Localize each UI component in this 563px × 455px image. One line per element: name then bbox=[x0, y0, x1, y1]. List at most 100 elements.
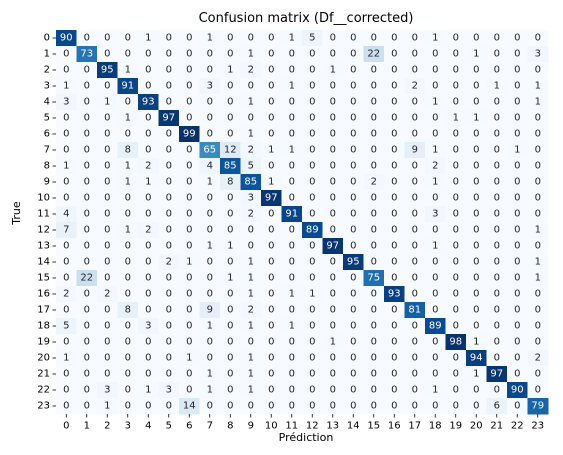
heatmap-cell-15-5 bbox=[158, 270, 180, 287]
cell-value-20-9: 1 bbox=[248, 353, 254, 364]
cell-value-16-10: 0 bbox=[268, 289, 274, 300]
cell-value-1-13: 0 bbox=[330, 49, 336, 60]
cell-value-13-23: 0 bbox=[535, 241, 541, 252]
cell-value-5-20: 1 bbox=[473, 113, 479, 124]
heatmap-cell-14-4 bbox=[138, 254, 159, 271]
heatmap-cell-15-17 bbox=[404, 270, 426, 287]
cell-value-18-8: 0 bbox=[227, 321, 233, 332]
heatmap-cell-1-0 bbox=[56, 46, 77, 63]
cell-value-12-12: 89 bbox=[306, 225, 319, 236]
heatmap-cell-18-0 bbox=[56, 318, 77, 335]
x-tick-label-11: 11 bbox=[285, 421, 298, 432]
heatmap-cell-16-12 bbox=[302, 286, 323, 303]
cell-value-15-21: 0 bbox=[494, 273, 500, 284]
heatmap-cell-19-23 bbox=[527, 334, 549, 351]
cell-value-23-23: 79 bbox=[531, 401, 544, 412]
heatmap-cell-13-11 bbox=[281, 238, 303, 255]
y-tick-label-7: 7 bbox=[44, 145, 50, 156]
heatmap-cell-4-0 bbox=[56, 94, 77, 111]
cell-value-11-3: 0 bbox=[125, 209, 131, 220]
heatmap-cell-9-18 bbox=[425, 174, 446, 191]
cell-value-4-2: 1 bbox=[104, 97, 110, 108]
cell-value-13-15: 0 bbox=[371, 241, 377, 252]
cell-value-12-22: 0 bbox=[514, 225, 520, 236]
heatmap-cell-12-15 bbox=[363, 222, 385, 239]
heatmap-cell-13-14 bbox=[343, 238, 364, 255]
heatmap-cell-6-3 bbox=[117, 126, 139, 143]
heatmap-cell-4-18 bbox=[425, 94, 446, 111]
cell-value-3-21: 1 bbox=[494, 81, 500, 92]
heatmap-cell-14-13 bbox=[322, 254, 344, 271]
cell-value-8-23: 0 bbox=[535, 161, 541, 172]
cell-value-18-14: 0 bbox=[350, 321, 356, 332]
heatmap-cell-10-17 bbox=[404, 190, 426, 207]
cell-value-4-10: 0 bbox=[268, 97, 274, 108]
heatmap-cell-14-19 bbox=[445, 254, 467, 271]
heatmap-cell-5-13 bbox=[322, 110, 344, 127]
cell-value-9-12: 0 bbox=[309, 177, 315, 188]
cell-value-7-18: 1 bbox=[432, 145, 438, 156]
heatmap-cell-11-3 bbox=[117, 206, 139, 223]
heatmap-cell-10-18 bbox=[425, 190, 446, 207]
heatmap-cell-6-21 bbox=[486, 126, 508, 143]
heatmap-cell-6-8 bbox=[220, 126, 241, 143]
heatmap-cell-10-0 bbox=[56, 190, 77, 207]
heatmap-cell-4-4 bbox=[138, 94, 159, 111]
cell-value-3-9: 0 bbox=[248, 81, 254, 92]
cell-value-0-23: 0 bbox=[535, 33, 541, 44]
cell-value-19-6: 0 bbox=[186, 337, 192, 348]
heatmap-cell-4-12 bbox=[302, 94, 323, 111]
cell-value-14-3: 0 bbox=[125, 257, 131, 268]
heatmap-cell-19-5 bbox=[158, 334, 180, 351]
heatmap-cell-9-2 bbox=[97, 174, 118, 191]
heatmap-cell-13-5 bbox=[158, 238, 180, 255]
heatmap-cell-21-2 bbox=[97, 366, 118, 383]
cell-value-19-16: 0 bbox=[391, 337, 397, 348]
cell-value-4-21: 0 bbox=[494, 97, 500, 108]
cell-value-5-7: 0 bbox=[207, 113, 213, 124]
heatmap-cell-20-11 bbox=[281, 350, 303, 367]
cell-value-17-11: 0 bbox=[289, 305, 295, 316]
cell-value-9-5: 0 bbox=[166, 177, 172, 188]
cell-value-20-21: 0 bbox=[494, 353, 500, 364]
heatmap-cell-9-10 bbox=[261, 174, 282, 191]
x-axis-ticks: 0 1 2 3 4 5 6 7 8 9 10 11 12 13 14 15 16 17 18 19 20 21 22 23 bbox=[63, 414, 544, 432]
cell-value-8-21: 0 bbox=[494, 161, 500, 172]
heatmap-cell-18-22 bbox=[507, 318, 528, 335]
heatmap-cell-18-11 bbox=[281, 318, 303, 335]
cell-value-17-16: 0 bbox=[391, 305, 397, 316]
heatmap-cell-22-15 bbox=[363, 382, 385, 399]
cell-value-10-14: 0 bbox=[350, 193, 356, 204]
cell-value-10-23: 0 bbox=[535, 193, 541, 204]
cell-value-7-22: 1 bbox=[514, 145, 520, 156]
heatmap-cell-11-10 bbox=[261, 206, 282, 223]
heatmap-cell-21-22 bbox=[507, 366, 528, 383]
heatmap-cell-21-1 bbox=[76, 366, 98, 383]
cell-value-21-16: 0 bbox=[391, 369, 397, 380]
cell-value-19-17: 0 bbox=[412, 337, 418, 348]
cell-value-20-23: 2 bbox=[535, 353, 541, 364]
cell-value-5-13: 0 bbox=[330, 113, 336, 124]
heatmap-cell-16-10 bbox=[261, 286, 282, 303]
cell-value-13-11: 0 bbox=[289, 241, 295, 252]
cell-value-22-7: 1 bbox=[207, 385, 213, 396]
heatmap-cell-15-3 bbox=[117, 270, 139, 287]
cell-value-0-4: 1 bbox=[145, 33, 151, 44]
cell-value-19-3: 0 bbox=[125, 337, 131, 348]
cell-value-8-0: 1 bbox=[63, 161, 69, 172]
cell-value-6-23: 0 bbox=[535, 129, 541, 140]
cell-value-16-23: 0 bbox=[535, 289, 541, 300]
heatmap-cell-14-17 bbox=[404, 254, 426, 271]
heatmap-cell-12-19 bbox=[445, 222, 467, 239]
cell-value-23-18: 0 bbox=[432, 401, 438, 412]
cell-value-2-0: 0 bbox=[63, 65, 69, 76]
heatmap-cell-18-21 bbox=[486, 318, 508, 335]
y-tick-label-11: 11 bbox=[37, 209, 50, 220]
heatmap-cell-7-1 bbox=[76, 142, 98, 159]
x-tick-label-1: 1 bbox=[84, 421, 90, 432]
cell-value-10-4: 0 bbox=[145, 193, 151, 204]
cell-value-22-3: 0 bbox=[125, 385, 131, 396]
cell-value-17-9: 2 bbox=[248, 305, 254, 316]
cell-value-12-10: 0 bbox=[268, 225, 274, 236]
heatmap-cell-21-8 bbox=[220, 366, 241, 383]
